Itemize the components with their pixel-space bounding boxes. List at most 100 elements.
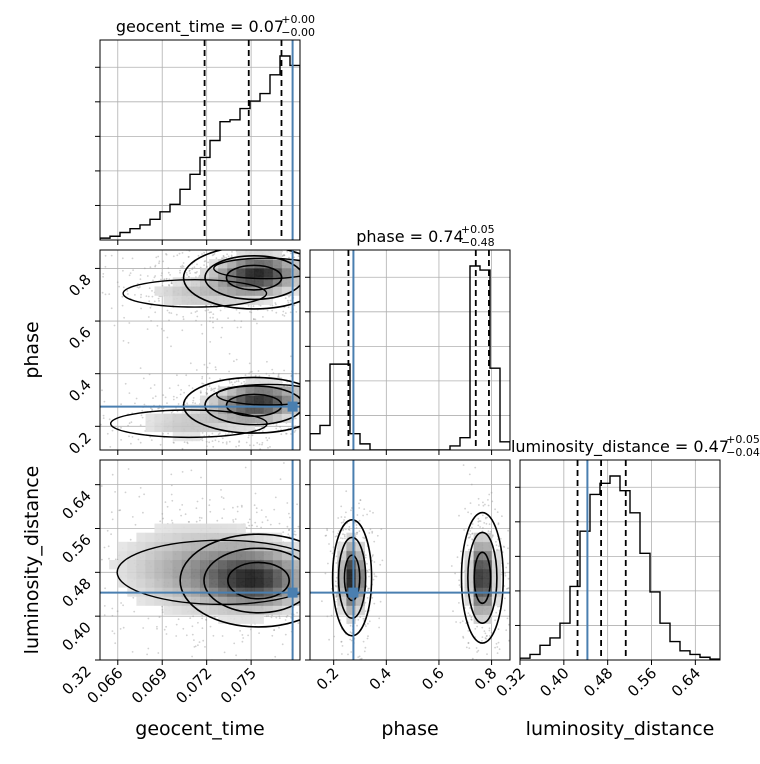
xlabel-phase: phase [381, 718, 438, 740]
sample-point [139, 286, 141, 288]
sample-point [335, 576, 338, 579]
sample-point [315, 263, 317, 265]
sample-point [170, 282, 173, 284]
sample-point [121, 304, 124, 307]
sample-point [108, 418, 111, 421]
density-cell [154, 550, 164, 561]
sample-point [324, 508, 326, 510]
sample-point [313, 387, 315, 389]
sample-point [288, 512, 290, 515]
sample-point [137, 711, 139, 713]
sample-point [488, 635, 491, 637]
sample-point [487, 530, 490, 533]
sample-point [279, 426, 281, 428]
panel-2d-phase-luminosity_distance [309, 459, 511, 661]
sample-point [90, 400, 92, 402]
sample-point [323, 391, 325, 393]
sample-point [168, 387, 171, 389]
sample-point [301, 571, 303, 573]
sample-point [334, 535, 337, 538]
sample-point [322, 388, 324, 390]
sample-point [359, 616, 362, 618]
sample-point [303, 385, 305, 387]
sample-point [498, 648, 501, 651]
sample-point [278, 615, 281, 618]
sample-point [307, 282, 309, 284]
density-cell [136, 532, 146, 543]
sample-point [496, 646, 499, 648]
sample-point [311, 405, 313, 407]
sample-point [250, 245, 252, 247]
sample-point [252, 444, 255, 447]
sample-point [302, 384, 304, 386]
density-cell [272, 386, 283, 396]
sample-point [203, 264, 206, 266]
sample-point [212, 316, 214, 319]
sample-point [253, 318, 255, 321]
density-cell [263, 404, 273, 414]
sample-point [90, 521, 92, 523]
sample-point [218, 447, 220, 449]
sample-point [328, 566, 330, 568]
sample-point [187, 275, 190, 278]
contours-2 [331, 511, 505, 644]
sample-point [220, 489, 222, 491]
sample-point [314, 622, 316, 624]
sample-point [134, 294, 136, 296]
sample-point [359, 499, 362, 502]
sample-point [249, 371, 252, 373]
sample-point [325, 388, 327, 390]
sample-point [265, 436, 268, 439]
sample-point [301, 273, 303, 275]
sample-point [70, 421, 72, 423]
sample-point [456, 556, 459, 559]
sample-point [481, 626, 484, 629]
sample-point [262, 666, 264, 668]
sample-point [147, 647, 150, 650]
sample-point [164, 396, 167, 399]
density-cell [209, 523, 219, 533]
sample-point [149, 387, 152, 389]
sample-point [110, 533, 112, 536]
sample-point [310, 411, 312, 413]
sample-point [314, 248, 316, 250]
sample-point [465, 646, 468, 649]
sample-point [322, 563, 324, 565]
density-cell [263, 286, 273, 296]
density-cell [245, 605, 255, 615]
sample-point [110, 307, 113, 310]
sample-point [427, 601, 429, 603]
sample-point [484, 632, 487, 635]
sample-point [199, 391, 202, 394]
sample-point [205, 393, 208, 395]
density-cell [181, 569, 192, 579]
sample-point [181, 252, 184, 254]
sample-point [259, 304, 262, 307]
sample-point [476, 651, 478, 653]
density-cell [145, 541, 155, 552]
density-cell [136, 560, 146, 570]
sample-point [332, 546, 335, 548]
sample-point [488, 493, 491, 496]
sample-point [355, 263, 357, 265]
density-cell [482, 550, 493, 561]
sample-point [202, 639, 205, 642]
sample-point [359, 499, 362, 501]
sample-point [197, 621, 199, 624]
sample-point [477, 524, 480, 527]
density-cell [172, 523, 183, 533]
sample-point [468, 473, 471, 476]
density-cell [190, 596, 201, 606]
sample-point [491, 534, 494, 537]
sample-point [273, 629, 276, 631]
sample-point [297, 241, 299, 243]
sample-point [336, 631, 338, 633]
sample-point [305, 617, 307, 619]
sample-point [482, 501, 484, 504]
density-cell [254, 560, 264, 570]
sample-point [160, 274, 163, 277]
sample-point [121, 257, 124, 260]
sample-point [327, 410, 329, 412]
sample-point [321, 382, 323, 384]
sample-point [301, 429, 303, 431]
